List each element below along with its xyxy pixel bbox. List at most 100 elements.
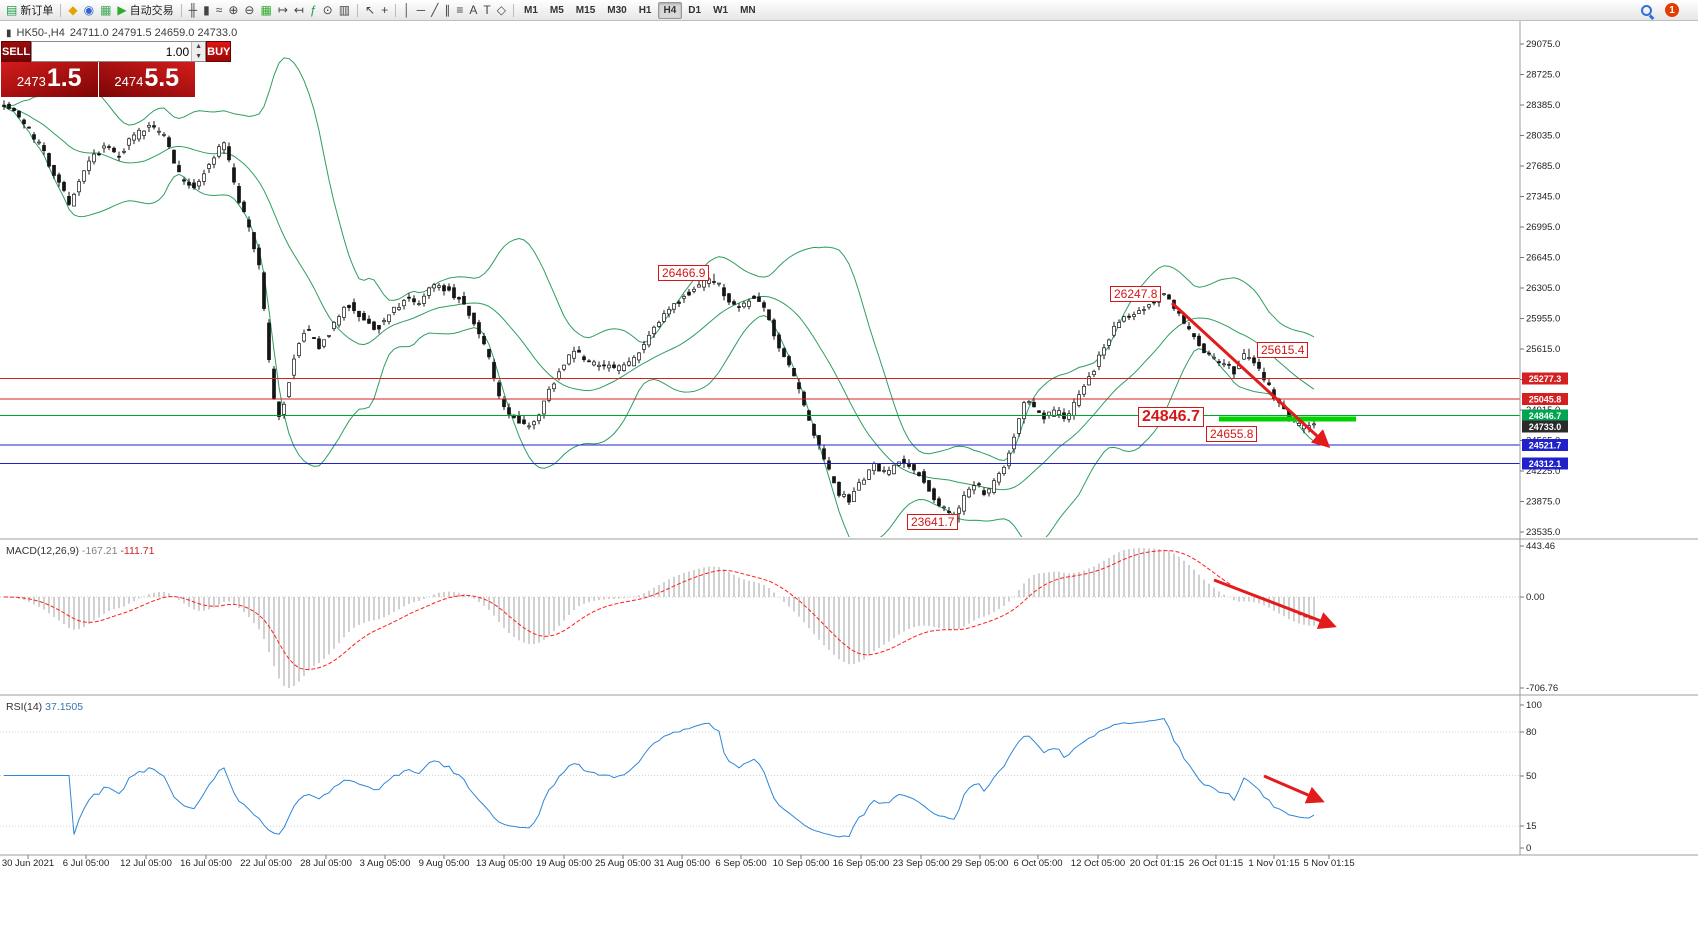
- candle: [337, 316, 341, 326]
- indicators-list-button[interactable]: ƒ: [307, 2, 320, 19]
- candle: [507, 407, 511, 415]
- periods-button[interactable]: ⊙: [320, 2, 336, 19]
- candle: [797, 382, 801, 390]
- rsi-axis-label: 15: [1526, 821, 1537, 832]
- volume-down-icon[interactable]: ▼: [192, 51, 206, 61]
- time-axis-label: 9 Aug 05:00: [419, 858, 470, 869]
- auto-scroll-button[interactable]: ↦: [275, 2, 291, 19]
- fibonacci-button[interactable]: ≡: [453, 2, 466, 19]
- market-watch-button[interactable]: ◆: [65, 2, 80, 19]
- line-chart-button[interactable]: ≈: [213, 2, 226, 19]
- candle: [1227, 363, 1231, 366]
- timeframe-h4-button[interactable]: H4: [657, 1, 683, 19]
- candle: [312, 337, 316, 339]
- zoom-out-button[interactable]: ⊖: [241, 2, 257, 19]
- equidistant-channel-button[interactable]: ∥: [441, 2, 453, 19]
- horizontal-line-button[interactable]: ─: [414, 2, 429, 19]
- candle: [92, 153, 96, 163]
- timeframe-m15-button[interactable]: M15: [575, 4, 596, 16]
- navigator-button[interactable]: ◉: [81, 2, 97, 19]
- candlestick-chart-button[interactable]: ▮: [200, 2, 213, 19]
- candle: [222, 142, 226, 151]
- candle: [117, 155, 121, 158]
- bollinger-middle-band: [3, 106, 1315, 491]
- new-order-button[interactable]: ▤ 新订单: [3, 2, 56, 19]
- trend-arrow-rsi[interactable]: [1263, 774, 1325, 804]
- zoom-in-button[interactable]: ⊕: [225, 2, 241, 19]
- timeframe-m30-button[interactable]: M30: [607, 4, 627, 16]
- cursor-icon: ↖: [365, 3, 376, 17]
- terminal-button[interactable]: ▦: [97, 2, 114, 19]
- chart-canvas[interactable]: 29075.0 28725.0 28385.0 28035.0 27685.0 27345…: [0, 20, 1698, 944]
- candle: [672, 303, 676, 310]
- candle: [272, 368, 276, 399]
- candle: [332, 321, 336, 330]
- price-axis-label: 27685.0: [1526, 161, 1560, 172]
- candle: [277, 401, 281, 417]
- bar-chart-button[interactable]: ╫: [186, 2, 201, 19]
- candle: [1142, 309, 1146, 311]
- candle: [282, 403, 286, 415]
- candle: [237, 186, 241, 203]
- search-icon[interactable]: [1640, 4, 1653, 17]
- candle: [662, 313, 666, 322]
- macd-signal-line: [3, 550, 1315, 671]
- candle: [972, 485, 976, 491]
- candle: [437, 285, 441, 288]
- buy-button[interactable]: BUY: [206, 41, 232, 62]
- sell-price[interactable]: 2473 1.5: [1, 62, 98, 97]
- candle: [667, 309, 671, 315]
- candle: [42, 145, 46, 152]
- notification-badge[interactable]: 1: [1665, 3, 1679, 17]
- toolbar-separator: [60, 3, 62, 17]
- candle: [707, 278, 711, 284]
- sell-button[interactable]: SELL: [1, 41, 32, 62]
- crosshair-button[interactable]: +: [378, 2, 391, 19]
- candle: [1147, 304, 1151, 308]
- candle: [137, 129, 141, 140]
- new-order-label: 新订单: [20, 5, 54, 17]
- zoom-out-icon: ⊖: [244, 3, 255, 17]
- candle: [937, 498, 941, 506]
- text-button[interactable]: A: [466, 2, 480, 19]
- cursor-button[interactable]: ↖: [362, 2, 378, 19]
- trend-arrow-macd[interactable]: [1213, 578, 1337, 630]
- text-label-button[interactable]: T: [480, 2, 493, 19]
- templates-button[interactable]: ▥: [336, 2, 353, 19]
- price-axis-label: 29075.0: [1526, 39, 1560, 50]
- vertical-line-button[interactable]: │: [400, 2, 414, 19]
- candle: [817, 435, 821, 446]
- svg-text:24312.1: 24312.1: [1529, 459, 1562, 469]
- candle: [642, 344, 646, 350]
- arrow-objects-icon: ◇: [496, 3, 506, 17]
- time-axis-label: 16 Sep 05:00: [833, 858, 890, 869]
- time-axis-label: 30 Jun 2021: [2, 858, 54, 869]
- buy-price[interactable]: 2474 5.5: [98, 62, 195, 97]
- candle: [482, 335, 486, 345]
- timeframe-m1-button[interactable]: M1: [523, 4, 538, 16]
- timeframe-h1-button[interactable]: H1: [638, 4, 652, 16]
- volume-up-icon[interactable]: ▲: [192, 42, 206, 52]
- macd-signal-value: -111.71: [120, 545, 155, 557]
- candle: [922, 471, 926, 483]
- toolbar-separator: [357, 3, 359, 17]
- price-axis-label: 23875.0: [1526, 497, 1560, 508]
- trendline-button[interactable]: ╱: [428, 2, 441, 19]
- chart-shift-button[interactable]: ↤: [291, 2, 307, 19]
- candle: [142, 130, 146, 136]
- volume-input[interactable]: [32, 42, 192, 61]
- arrow-objects-button[interactable]: ◇: [494, 2, 509, 19]
- timeframe-d1-button[interactable]: D1: [688, 4, 702, 16]
- timeframe-mn-button[interactable]: MN: [740, 4, 756, 16]
- candle: [987, 488, 991, 494]
- timeframe-w1-button[interactable]: W1: [713, 4, 729, 16]
- auto-trading-button[interactable]: ▶ 自动交易: [114, 2, 176, 19]
- candle: [207, 164, 211, 169]
- tile-windows-button[interactable]: ▦: [257, 2, 274, 19]
- price-tag-25045.8: [1522, 393, 1568, 405]
- trend-arrow-price[interactable]: [1170, 301, 1331, 449]
- candle: [562, 364, 566, 370]
- candle: [872, 463, 876, 472]
- timeframe-m5-button[interactable]: M5: [549, 4, 564, 16]
